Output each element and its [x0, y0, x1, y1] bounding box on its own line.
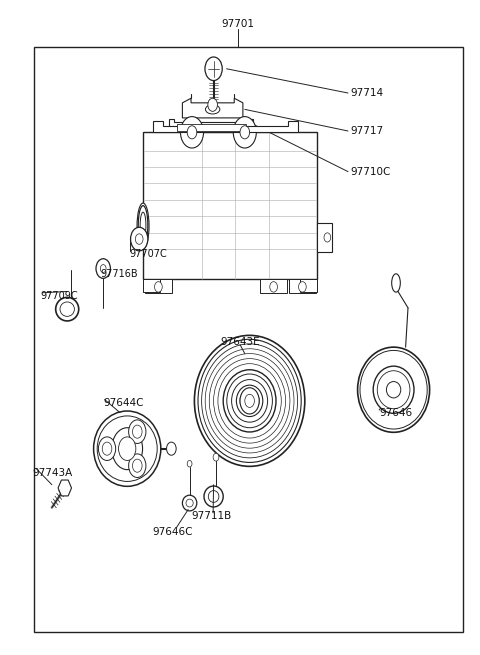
Polygon shape [260, 279, 287, 293]
Ellipse shape [140, 212, 146, 238]
Circle shape [129, 420, 146, 443]
Ellipse shape [373, 366, 414, 413]
Polygon shape [317, 223, 332, 252]
Polygon shape [177, 124, 246, 131]
Polygon shape [300, 279, 317, 292]
Circle shape [270, 282, 277, 292]
Polygon shape [143, 279, 160, 292]
Circle shape [102, 442, 112, 455]
Circle shape [131, 227, 148, 251]
Text: 97643E: 97643E [220, 337, 260, 347]
Polygon shape [58, 480, 72, 496]
Circle shape [129, 454, 146, 477]
Circle shape [205, 57, 222, 81]
Ellipse shape [392, 274, 400, 292]
Ellipse shape [94, 411, 161, 486]
Circle shape [119, 437, 136, 460]
Circle shape [187, 126, 197, 139]
Circle shape [299, 282, 306, 292]
Polygon shape [145, 279, 172, 293]
Text: 97716B: 97716B [101, 269, 138, 279]
Polygon shape [143, 132, 317, 279]
Polygon shape [169, 119, 253, 131]
Circle shape [135, 234, 143, 244]
Circle shape [167, 442, 176, 455]
Circle shape [240, 388, 259, 414]
Ellipse shape [138, 206, 148, 245]
Circle shape [96, 259, 110, 278]
Circle shape [208, 98, 217, 111]
Circle shape [100, 265, 106, 272]
Ellipse shape [137, 203, 149, 249]
Circle shape [132, 459, 142, 472]
Text: 97711B: 97711B [191, 511, 231, 521]
Circle shape [98, 437, 116, 460]
Circle shape [112, 428, 143, 470]
Circle shape [245, 394, 254, 407]
Ellipse shape [237, 385, 263, 417]
Text: 97710C: 97710C [350, 166, 391, 177]
Circle shape [213, 453, 219, 461]
Circle shape [132, 425, 142, 438]
Circle shape [233, 117, 256, 148]
Text: 97644C: 97644C [103, 398, 144, 408]
Circle shape [240, 126, 250, 139]
Circle shape [187, 460, 192, 467]
Text: 97709C: 97709C [41, 291, 78, 301]
Text: 97717: 97717 [350, 126, 384, 136]
Ellipse shape [205, 105, 220, 114]
Ellipse shape [194, 335, 305, 466]
Circle shape [180, 117, 204, 148]
Circle shape [324, 233, 331, 242]
Polygon shape [153, 121, 298, 132]
Polygon shape [182, 98, 243, 118]
Text: 97646: 97646 [379, 407, 412, 418]
Text: 97701: 97701 [221, 19, 254, 29]
Text: 97646C: 97646C [153, 527, 193, 537]
Ellipse shape [223, 369, 276, 432]
Text: 97707C: 97707C [130, 249, 168, 259]
Circle shape [155, 282, 162, 292]
Polygon shape [289, 279, 316, 293]
Ellipse shape [358, 347, 430, 432]
Text: 97743A: 97743A [33, 468, 73, 478]
Text: 97714: 97714 [350, 88, 384, 98]
